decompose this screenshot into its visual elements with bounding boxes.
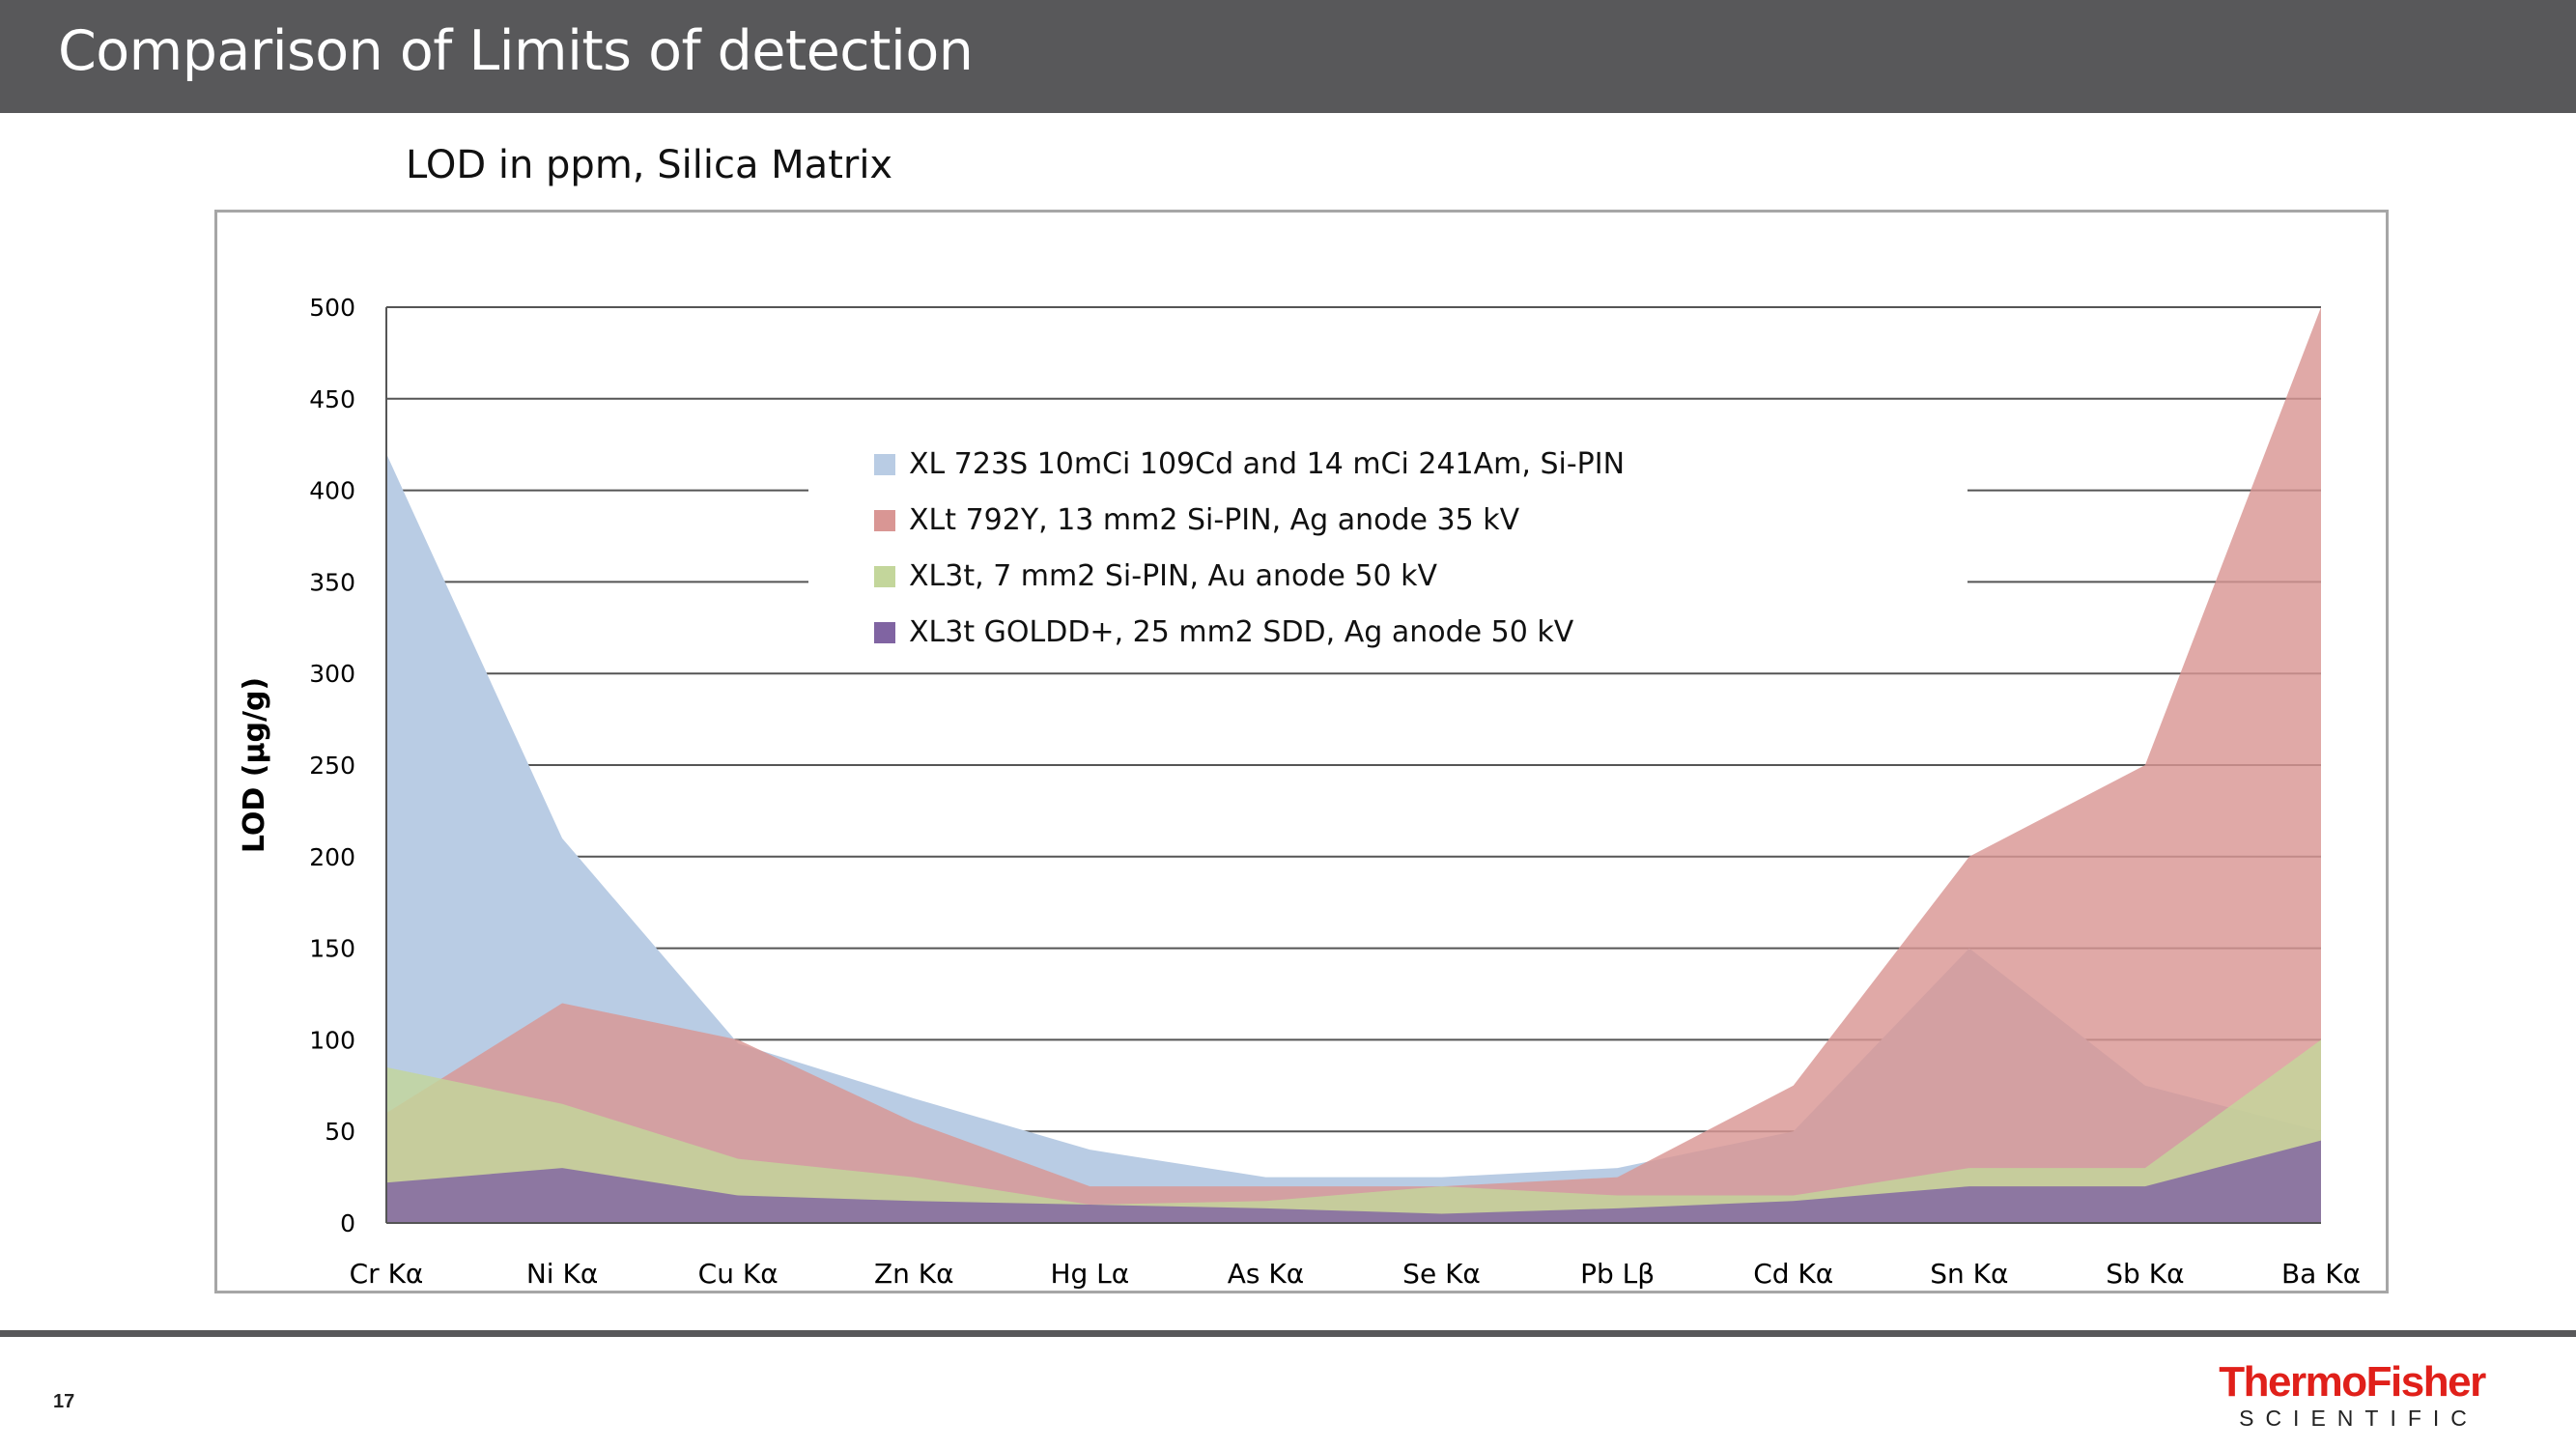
legend-label: XL3t, 7 mm2 Si-PIN, Au anode 50 kV [909, 559, 1437, 593]
chart-title: LOD in ppm, Silica Matrix [406, 143, 893, 187]
title-bar: Comparison of Limits of detection [0, 0, 2576, 113]
legend-box [808, 415, 1967, 667]
y-tick-label: 350 [309, 568, 355, 596]
x-tick-label: Cd Kα [1753, 1258, 1833, 1290]
y-tick-label: 200 [309, 843, 355, 871]
bottom-rule [0, 1330, 2576, 1337]
x-tick-label: Sb Kα [2106, 1258, 2184, 1290]
y-tick-label: 100 [309, 1026, 355, 1054]
axes [385, 307, 2321, 1224]
series-area [386, 1140, 2321, 1223]
logo-wordmark: ThermoFisher [2219, 1358, 2486, 1406]
x-tick-label: As Kα [1228, 1258, 1304, 1290]
y-tick-label: 250 [309, 752, 355, 780]
legend-label: XLt 792Y, 13 mm2 Si-PIN, Ag anode 35 kV [909, 503, 1520, 537]
legend: XL 723S 10mCi 109Cd and 14 mCi 241Am, Si… [808, 415, 1967, 667]
legend-swatch [874, 510, 895, 531]
y-tick-label: 300 [309, 660, 355, 688]
logo-subtext: SCIENTIFIC [2239, 1406, 2478, 1431]
x-tick-label: Se Kα [1402, 1258, 1481, 1290]
y-tick-label: 150 [309, 935, 355, 963]
x-tick-label: Zn Kα [874, 1258, 954, 1290]
legend-label: XL3t GOLDD+, 25 mm2 SDD, Ag anode 50 kV [909, 615, 1574, 649]
x-tick-label: Pb Lβ [1580, 1258, 1655, 1290]
series-area [386, 1039, 2321, 1223]
page-number: 17 [53, 1391, 75, 1412]
legend-swatch [874, 454, 895, 475]
legend-swatch [874, 622, 895, 643]
y-tick-label: 450 [309, 385, 355, 413]
x-tick-label: Ba Kα [2281, 1258, 2361, 1290]
y-tick-label: 50 [325, 1118, 355, 1146]
x-tick-label: Cu Kα [698, 1258, 778, 1290]
thermo-fisher-logo: ThermoFisher SCIENTIFIC [2193, 1360, 2511, 1432]
x-tick-labels: Cr Kα Ni Kα Cu Kα Zn Kα Hg Lα As Kα Se Kα Pb Lβ… [350, 1258, 2361, 1290]
y-tick-label: 0 [340, 1209, 355, 1237]
y-tick-labels: 0 50 100 150 200 250 300 350 400 450 500 [309, 294, 355, 1237]
lod-area-chart: 0 50 100 150 200 250 300 350 400 450 500 Cr Kα Ni K… [238, 294, 2361, 1290]
series-areas [386, 307, 2321, 1223]
legend-label: XL 723S 10mCi 109Cd and 14 mCi 241Am, Si… [909, 447, 1625, 481]
x-tick-label: Sn Kα [1930, 1258, 2008, 1290]
y-tick-label: 500 [309, 294, 355, 322]
y-axis-label: LOD (µg/g) [238, 677, 271, 853]
slide-title: Comparison of Limits of detection [58, 19, 974, 83]
chart-frame: 0 50 100 150 200 250 300 350 400 450 500 Cr Kα Ni K… [214, 210, 2389, 1293]
x-tick-label: Cr Kα [350, 1258, 424, 1290]
y-tick-label: 400 [309, 477, 355, 505]
x-tick-label: Ni Kα [526, 1258, 598, 1290]
legend-swatch [874, 566, 895, 587]
x-tick-label: Hg Lα [1050, 1258, 1129, 1290]
